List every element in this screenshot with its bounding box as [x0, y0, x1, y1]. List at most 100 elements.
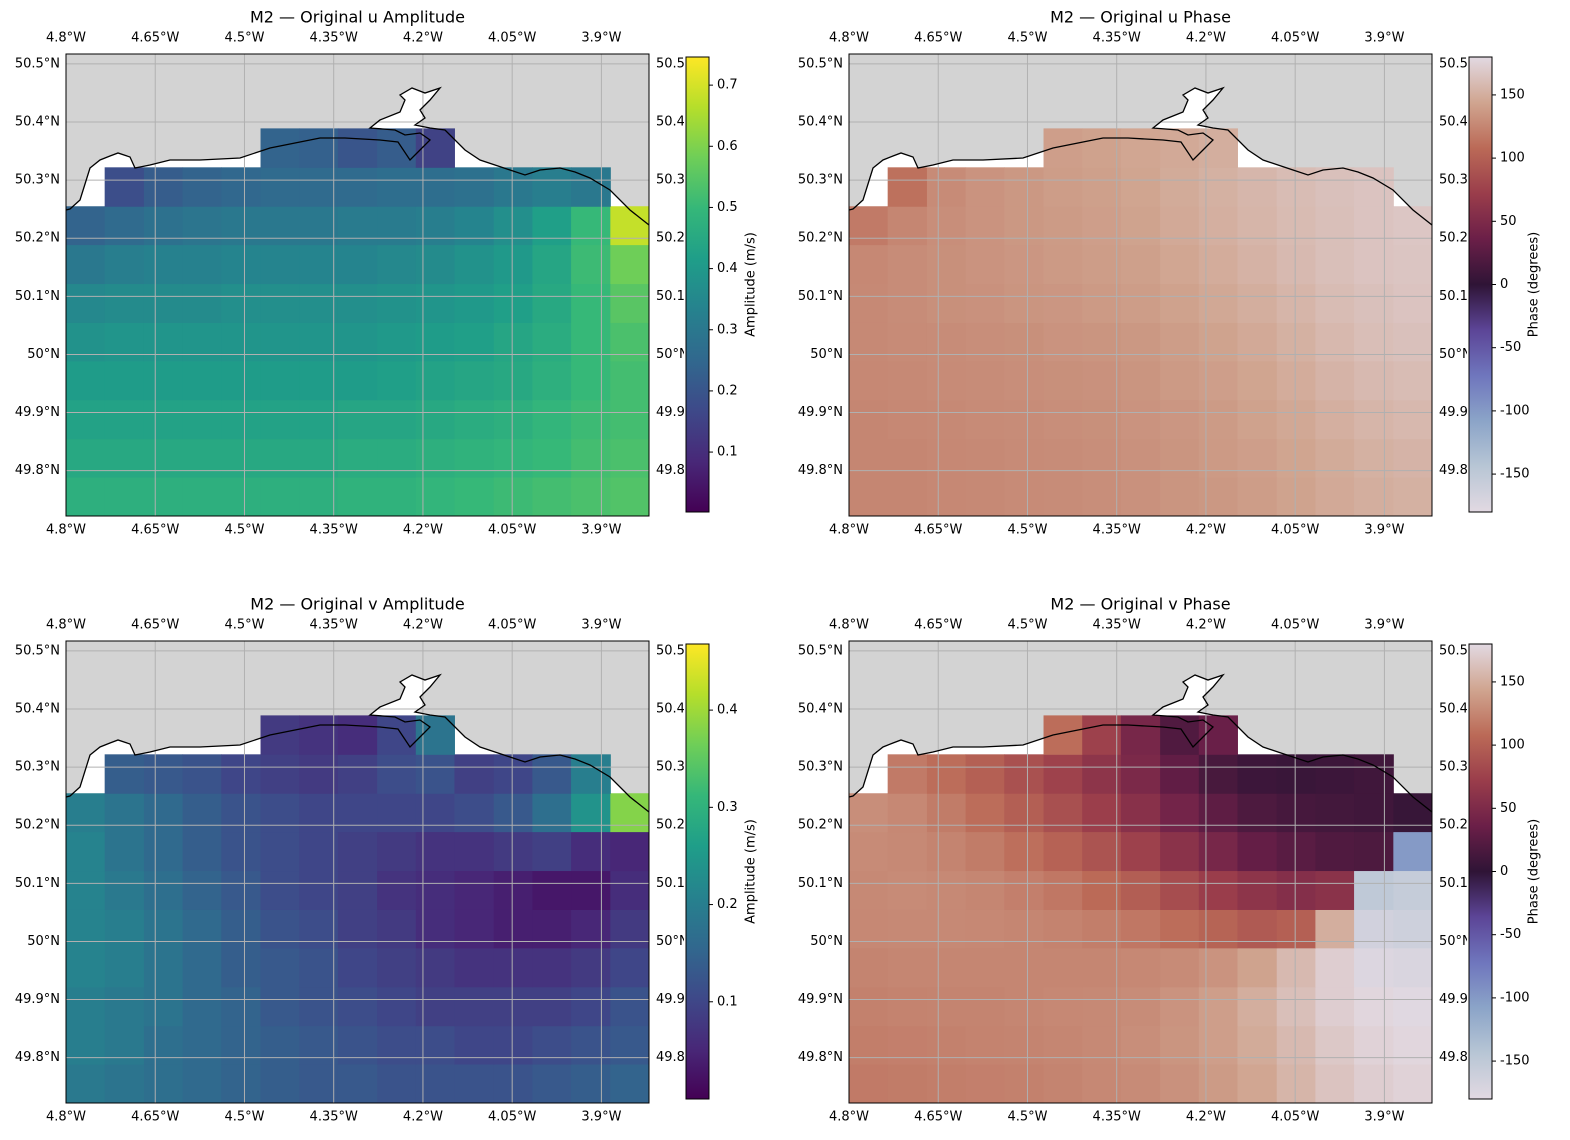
cell [926, 322, 967, 362]
cell [415, 793, 455, 833]
y-tick-label: 50.2°N [15, 231, 60, 246]
cell [1004, 244, 1045, 285]
cell [104, 754, 145, 794]
cell [104, 793, 145, 833]
cell [143, 244, 184, 285]
cell [299, 438, 339, 478]
cell [1120, 438, 1161, 478]
cell [493, 167, 533, 207]
x-tick-label: 4.35°W [310, 1110, 358, 1125]
cell [104, 1025, 145, 1065]
cell [1160, 322, 1200, 362]
cell [454, 793, 495, 833]
cell [1237, 438, 1278, 478]
cell [493, 754, 533, 794]
cell [493, 322, 533, 362]
cell [337, 244, 378, 285]
cell [1198, 754, 1238, 794]
cell [66, 1064, 106, 1104]
cell [532, 793, 572, 833]
cell [337, 128, 378, 168]
x-tick-label: 4.5°W [1007, 618, 1047, 633]
cell [965, 438, 1005, 478]
x-tick-label: 4.5°W [224, 523, 264, 538]
x-tick-label: 3.9°W [581, 618, 621, 633]
cell [610, 1064, 650, 1104]
cell [415, 870, 455, 910]
cell [66, 909, 106, 949]
x-tick-label: 4.65°W [131, 523, 179, 538]
cell [849, 1025, 889, 1065]
cell [415, 986, 455, 1027]
y-tick-label: 50.2°N [798, 231, 843, 246]
cell [1315, 754, 1355, 794]
cell [1393, 206, 1433, 246]
cell [1393, 477, 1433, 517]
x-tick-label: 3.9°W [581, 523, 621, 538]
cell [66, 206, 106, 246]
cell [493, 909, 533, 949]
cell [299, 793, 339, 833]
cell [415, 244, 455, 285]
cell [1043, 167, 1083, 207]
cell [1043, 128, 1083, 168]
cell [1043, 793, 1083, 833]
cell [493, 283, 533, 323]
colorbar-tick-label: 100 [1500, 738, 1525, 753]
cell [1276, 1025, 1316, 1065]
x-tick-label: 4.65°W [131, 1110, 179, 1125]
y-tick-label: 50.2°N [15, 818, 60, 833]
x-tick-label: 4.65°W [914, 31, 962, 46]
cell [299, 1064, 339, 1104]
cell [1393, 793, 1433, 833]
cell [849, 870, 889, 910]
cell [887, 1025, 928, 1065]
y-tick-label: 50.3°N [798, 760, 843, 775]
cell [1082, 438, 1122, 478]
cell [1198, 438, 1238, 478]
cell [182, 399, 222, 440]
cell [1276, 206, 1316, 246]
cell [299, 831, 339, 872]
cell [571, 283, 611, 323]
y-tick-label: 50.4°N [798, 114, 843, 129]
cell [571, 399, 611, 440]
cell [377, 244, 417, 285]
cell [1160, 986, 1200, 1027]
cell [610, 360, 650, 401]
cell [182, 283, 222, 323]
cell [1004, 831, 1045, 872]
cell [532, 399, 572, 440]
cell [571, 438, 611, 478]
cell [260, 244, 300, 285]
cell [260, 167, 300, 207]
cell [849, 206, 889, 246]
cell [532, 438, 572, 478]
cell [1082, 793, 1122, 833]
cell [849, 947, 889, 988]
cell [965, 986, 1005, 1027]
cell [260, 128, 300, 168]
cell [1004, 477, 1045, 517]
cell [849, 477, 889, 517]
y-tick-label: 50°N [656, 347, 689, 362]
cell [337, 793, 378, 833]
cell [337, 754, 378, 794]
cell [926, 793, 967, 833]
colorbar-tick-label: 0.4 [717, 703, 738, 718]
cell [143, 870, 184, 910]
cell [1315, 399, 1355, 440]
cell [454, 438, 495, 478]
cell [1120, 167, 1161, 207]
cell [532, 870, 572, 910]
cell [887, 1064, 928, 1104]
cell [143, 1025, 184, 1065]
cell [493, 477, 533, 517]
cell [377, 831, 417, 872]
cell [493, 1064, 533, 1104]
y-tick-label: 50°N [656, 934, 689, 949]
plot-frame [65, 640, 650, 1104]
cell [143, 283, 184, 323]
cell [377, 909, 417, 949]
x-tick-label: 4.05°W [488, 1110, 536, 1125]
